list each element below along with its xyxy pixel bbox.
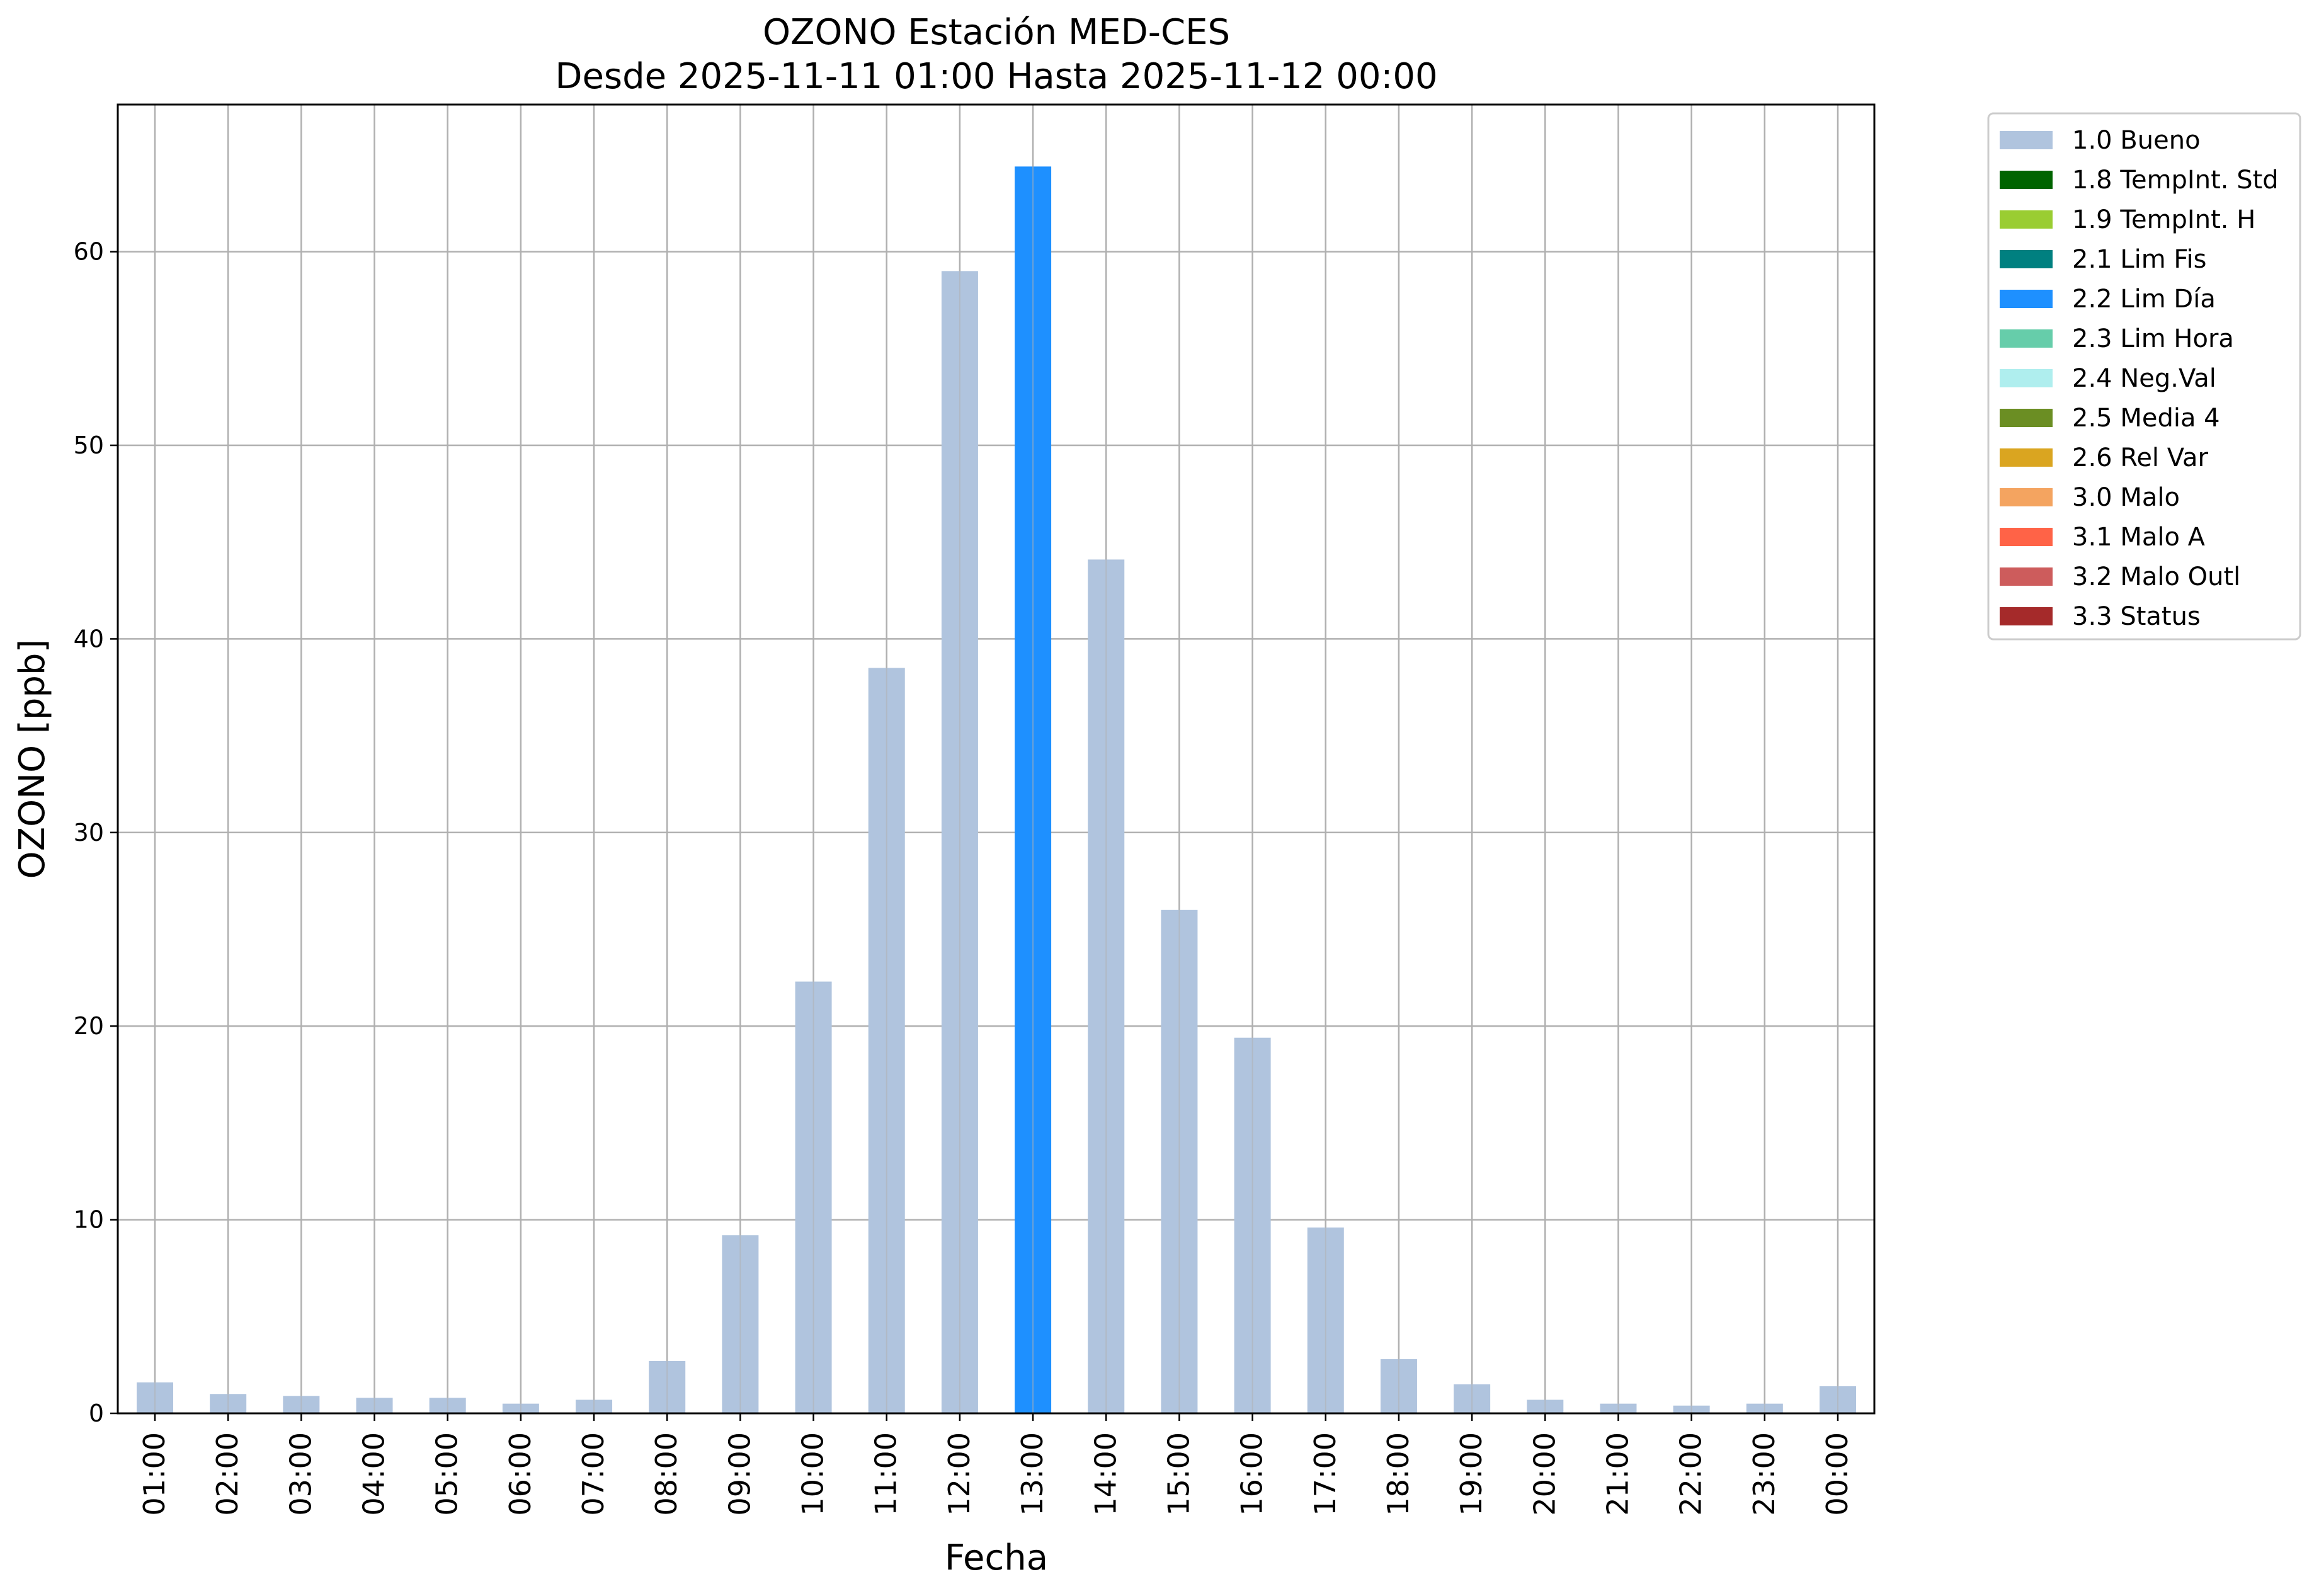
legend-frame — [1987, 112, 2301, 641]
chart-title: OZONO Estación MED-CES — [763, 12, 1230, 53]
y-tick-label: 40 — [74, 625, 104, 653]
x-tick-label: 17:00 — [1308, 1432, 1342, 1516]
legend-label: 2.6 Rel Var — [2072, 443, 2209, 472]
x-axis-label: Fecha — [945, 1537, 1048, 1578]
x-tick-label: 09:00 — [722, 1432, 756, 1516]
y-tick-label: 0 — [89, 1399, 104, 1427]
x-tick-label: 00:00 — [1820, 1432, 1854, 1516]
x-tick-label: 18:00 — [1381, 1432, 1415, 1516]
x-tick-label: 04:00 — [357, 1432, 391, 1516]
legend-swatch — [2000, 409, 2053, 427]
x-tick-label: 16:00 — [1235, 1432, 1269, 1516]
legend-swatch — [2000, 250, 2053, 268]
y-tick-label: 30 — [74, 819, 104, 846]
legend-label: 2.1 Lim Fis — [2072, 245, 2206, 274]
legend-label: 1.8 TempInt. Std — [2072, 166, 2279, 195]
legend-label: 2.5 Media 4 — [2072, 404, 2220, 433]
legend-swatch — [2000, 210, 2053, 229]
x-tick-label: 02:00 — [210, 1432, 244, 1516]
legend-swatch — [2000, 488, 2053, 506]
legend-swatch — [2000, 369, 2053, 387]
x-tick-label: 20:00 — [1527, 1432, 1561, 1516]
legend-swatch — [2000, 290, 2053, 308]
x-tick-label: 14:00 — [1088, 1432, 1122, 1516]
x-tick-label: 19:00 — [1454, 1432, 1488, 1516]
legend-label: 3.1 Malo A — [2072, 523, 2206, 552]
x-tick-label: 06:00 — [503, 1432, 537, 1516]
x-axis-ticks: 01:00 02:00 03:00 04:00 05:00 06:00 07:00 08:00… — [137, 1413, 1854, 1516]
plot-frame — [117, 103, 1876, 1415]
legend-swatch — [2000, 607, 2053, 625]
legend-swatch — [2000, 171, 2053, 189]
y-axis-ticks: 0 10 20 30 40 50 60 — [74, 238, 118, 1427]
legend-label: 2.2 Lim Día — [2072, 285, 2216, 314]
x-tick-label: 11:00 — [869, 1432, 903, 1516]
chart-subtitle: Desde 2025-11-11 01:00 Hasta 2025-11-12 … — [555, 56, 1437, 97]
x-tick-label: 13:00 — [1015, 1432, 1049, 1516]
y-axis-label: OZONO [ppb] — [12, 639, 53, 879]
x-tick-label: 23:00 — [1747, 1432, 1781, 1516]
y-tick-label: 60 — [74, 238, 104, 266]
x-tick-label: 01:00 — [137, 1432, 171, 1516]
x-tick-label: 07:00 — [576, 1432, 610, 1516]
legend-swatch — [2000, 329, 2053, 348]
x-tick-label: 05:00 — [430, 1432, 464, 1516]
x-tick-label: 03:00 — [283, 1432, 317, 1516]
legend: 1.0 Bueno 1.8 TempInt. Std 1.9 TempInt. H 2… — [1987, 112, 2301, 641]
legend-label: 1.0 Bueno — [2072, 126, 2201, 155]
legend-swatch — [2000, 131, 2053, 149]
legend-label: 2.4 Neg.Val — [2072, 364, 2216, 393]
x-tick-label: 10:00 — [796, 1432, 830, 1516]
x-tick-label: 08:00 — [649, 1432, 683, 1516]
x-tick-label: 22:00 — [1674, 1432, 1708, 1516]
legend-label: 1.9 TempInt. H — [2072, 205, 2255, 234]
x-tick-label: 15:00 — [1161, 1432, 1195, 1516]
x-tick-label: 12:00 — [942, 1432, 976, 1516]
x-tick-label: 21:00 — [1600, 1432, 1634, 1516]
legend-swatch — [2000, 448, 2053, 467]
legend-label: 2.3 Lim Hora — [2072, 324, 2234, 353]
legend-swatch — [2000, 528, 2053, 546]
legend-swatch — [2000, 567, 2053, 586]
legend-label: 3.0 Malo — [2072, 483, 2180, 512]
grid-lines — [118, 105, 1874, 1413]
legend-label: 3.2 Malo Outl — [2072, 562, 2240, 591]
y-tick-label: 50 — [74, 431, 104, 459]
y-tick-label: 20 — [74, 1012, 104, 1040]
legend-label: 3.3 Status — [2072, 602, 2201, 631]
y-tick-label: 10 — [74, 1206, 104, 1234]
bars-group — [137, 105, 1856, 1414]
